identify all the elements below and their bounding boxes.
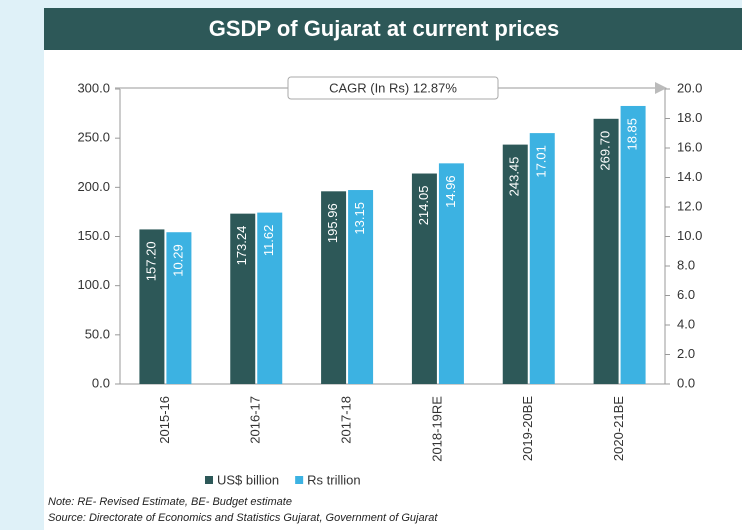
x-tick-label: 2019-20BE bbox=[520, 396, 535, 461]
annotation: CAGR (In Rs) 12.87% bbox=[329, 80, 457, 95]
y2-tick-label: 20.0 bbox=[677, 80, 702, 95]
y2-tick-label: 2.0 bbox=[677, 346, 695, 361]
bar bbox=[321, 191, 347, 384]
y2-tick-label: 14.0 bbox=[677, 169, 702, 184]
value-label: 269.70 bbox=[598, 131, 613, 171]
y-tick-label: 0.0 bbox=[92, 375, 110, 390]
y2-tick-label: 0.0 bbox=[677, 375, 695, 390]
value-label: 173.24 bbox=[234, 226, 249, 266]
y2-tick-label: 18.0 bbox=[677, 110, 702, 125]
bar bbox=[620, 105, 646, 385]
value-label: 243.45 bbox=[507, 157, 522, 197]
y-tick-label: 200.0 bbox=[77, 179, 110, 194]
bar bbox=[166, 232, 192, 384]
bar bbox=[593, 118, 619, 385]
legend-label: Rs trillion bbox=[307, 472, 360, 487]
legend-label: US$ billion bbox=[217, 472, 279, 487]
annotation-box bbox=[287, 76, 499, 100]
value-label: 195.96 bbox=[325, 203, 340, 243]
y2-tick-label: 6.0 bbox=[677, 287, 695, 302]
x-tick-label: 2015-16 bbox=[157, 396, 172, 444]
value-label: 157.20 bbox=[143, 241, 158, 281]
source: Source: Directorate of Economics and Sta… bbox=[48, 512, 438, 524]
value-label: 10.29 bbox=[170, 244, 185, 277]
legend-swatch bbox=[295, 476, 304, 484]
bar bbox=[529, 133, 555, 384]
value-label: 11.62 bbox=[261, 225, 276, 257]
bar bbox=[348, 190, 374, 384]
bar bbox=[438, 163, 464, 384]
y-tick-label: 150.0 bbox=[77, 228, 110, 243]
bar bbox=[139, 229, 165, 384]
bar bbox=[411, 173, 437, 384]
y2-tick-label: 4.0 bbox=[677, 316, 695, 331]
x-tick-label: 2018-19RE bbox=[429, 396, 444, 462]
value-label: 13.15 bbox=[352, 202, 367, 235]
note: Note: RE- Revised Estimate, BE- Budget e… bbox=[48, 496, 292, 508]
value-label: 214.05 bbox=[416, 186, 431, 226]
bar bbox=[257, 212, 283, 384]
x-tick-label: 2016-17 bbox=[248, 396, 263, 444]
title-banner bbox=[44, 8, 742, 50]
x-tick-label: 2017-18 bbox=[339, 396, 354, 444]
value-label: 18.85 bbox=[625, 118, 640, 151]
y-tick-label: 300.0 bbox=[77, 80, 110, 95]
y2-tick-label: 12.0 bbox=[677, 198, 702, 213]
y-tick-label: 50.0 bbox=[85, 326, 110, 341]
y-tick-label: 250.0 bbox=[77, 130, 110, 145]
arrow-head bbox=[655, 82, 667, 94]
chart-title: GSDP of Gujarat at current prices bbox=[209, 16, 559, 41]
y2-tick-label: 8.0 bbox=[677, 257, 695, 272]
y2-tick-label: 10.0 bbox=[677, 228, 702, 243]
value-label: 14.96 bbox=[443, 175, 458, 208]
bar bbox=[230, 213, 256, 384]
y-tick-label: 100.0 bbox=[77, 277, 110, 292]
bar bbox=[502, 144, 528, 384]
x-tick-label: 2020-21BE bbox=[611, 396, 626, 461]
legend-swatch bbox=[205, 476, 213, 484]
y2-tick-label: 16.0 bbox=[677, 139, 702, 154]
value-label: 17.01 bbox=[534, 145, 549, 178]
